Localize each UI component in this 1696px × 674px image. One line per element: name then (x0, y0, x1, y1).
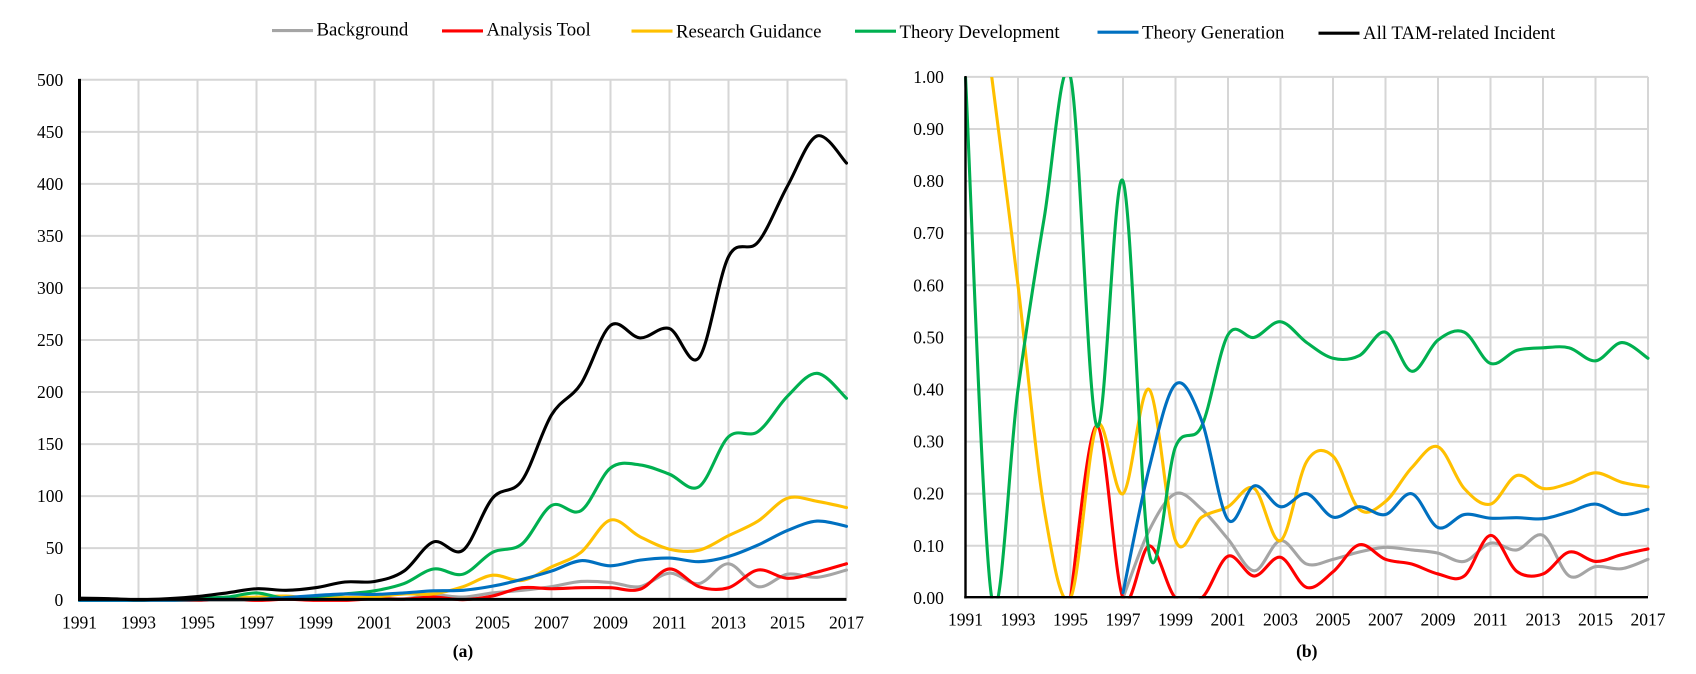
svg-text:Research Guidance: Research Guidance (676, 21, 821, 42)
svg-text:0.20: 0.20 (913, 484, 944, 504)
svg-text:1991: 1991 (62, 613, 97, 633)
svg-text:1993: 1993 (1001, 609, 1036, 629)
svg-text:2007: 2007 (534, 613, 569, 633)
svg-text:2011: 2011 (652, 613, 686, 633)
svg-text:1991: 1991 (948, 609, 983, 629)
svg-text:2003: 2003 (416, 613, 451, 633)
svg-text:150: 150 (37, 434, 64, 454)
svg-text:300: 300 (37, 278, 64, 298)
svg-text:2013: 2013 (1526, 609, 1561, 629)
svg-text:Theory Generation: Theory Generation (1142, 23, 1285, 44)
svg-text:(a): (a) (453, 641, 474, 661)
svg-text:2017: 2017 (1631, 609, 1666, 629)
svg-text:1993: 1993 (121, 613, 156, 633)
svg-text:0.90: 0.90 (913, 119, 944, 139)
svg-text:350: 350 (37, 226, 64, 246)
svg-text:2015: 2015 (770, 613, 805, 633)
svg-text:2003: 2003 (1263, 609, 1298, 629)
svg-text:0.60: 0.60 (913, 275, 944, 295)
svg-text:2015: 2015 (1578, 609, 1613, 629)
svg-text:250: 250 (37, 330, 64, 350)
svg-text:2009: 2009 (593, 613, 628, 633)
svg-text:2001: 2001 (357, 613, 392, 633)
svg-text:All TAM-related Incident: All TAM-related Incident (1363, 23, 1556, 44)
svg-text:0.80: 0.80 (913, 171, 944, 191)
svg-text:0.10: 0.10 (913, 536, 944, 556)
svg-text:1999: 1999 (1158, 609, 1193, 629)
svg-text:450: 450 (37, 122, 64, 142)
svg-text:0.50: 0.50 (913, 327, 944, 347)
svg-text:Theory Development: Theory Development (900, 22, 1061, 43)
svg-text:0.40: 0.40 (913, 380, 944, 400)
svg-text:2009: 2009 (1421, 609, 1456, 629)
svg-text:(b): (b) (1296, 641, 1318, 661)
svg-text:0: 0 (55, 590, 64, 610)
svg-text:2001: 2001 (1211, 609, 1246, 629)
svg-text:0.30: 0.30 (913, 432, 944, 452)
svg-text:2011: 2011 (1473, 609, 1507, 629)
svg-text:0.70: 0.70 (913, 223, 944, 243)
svg-text:1995: 1995 (180, 613, 215, 633)
svg-text:0.00: 0.00 (913, 588, 944, 608)
svg-text:200: 200 (37, 382, 64, 402)
svg-text:2007: 2007 (1368, 609, 1403, 629)
svg-text:2017: 2017 (829, 613, 864, 633)
svg-text:Analysis Tool: Analysis Tool (487, 20, 591, 41)
svg-text:2005: 2005 (475, 613, 510, 633)
svg-text:1997: 1997 (1106, 609, 1141, 629)
svg-text:500: 500 (37, 70, 64, 90)
svg-text:100: 100 (37, 486, 64, 506)
svg-text:Background: Background (317, 19, 409, 40)
svg-text:2005: 2005 (1316, 609, 1351, 629)
svg-text:1995: 1995 (1053, 609, 1088, 629)
svg-text:1999: 1999 (298, 613, 333, 633)
svg-text:400: 400 (37, 174, 64, 194)
svg-text:50: 50 (46, 538, 64, 558)
svg-text:1.00: 1.00 (913, 67, 944, 87)
svg-text:2013: 2013 (711, 613, 746, 633)
svg-text:1997: 1997 (239, 613, 274, 633)
